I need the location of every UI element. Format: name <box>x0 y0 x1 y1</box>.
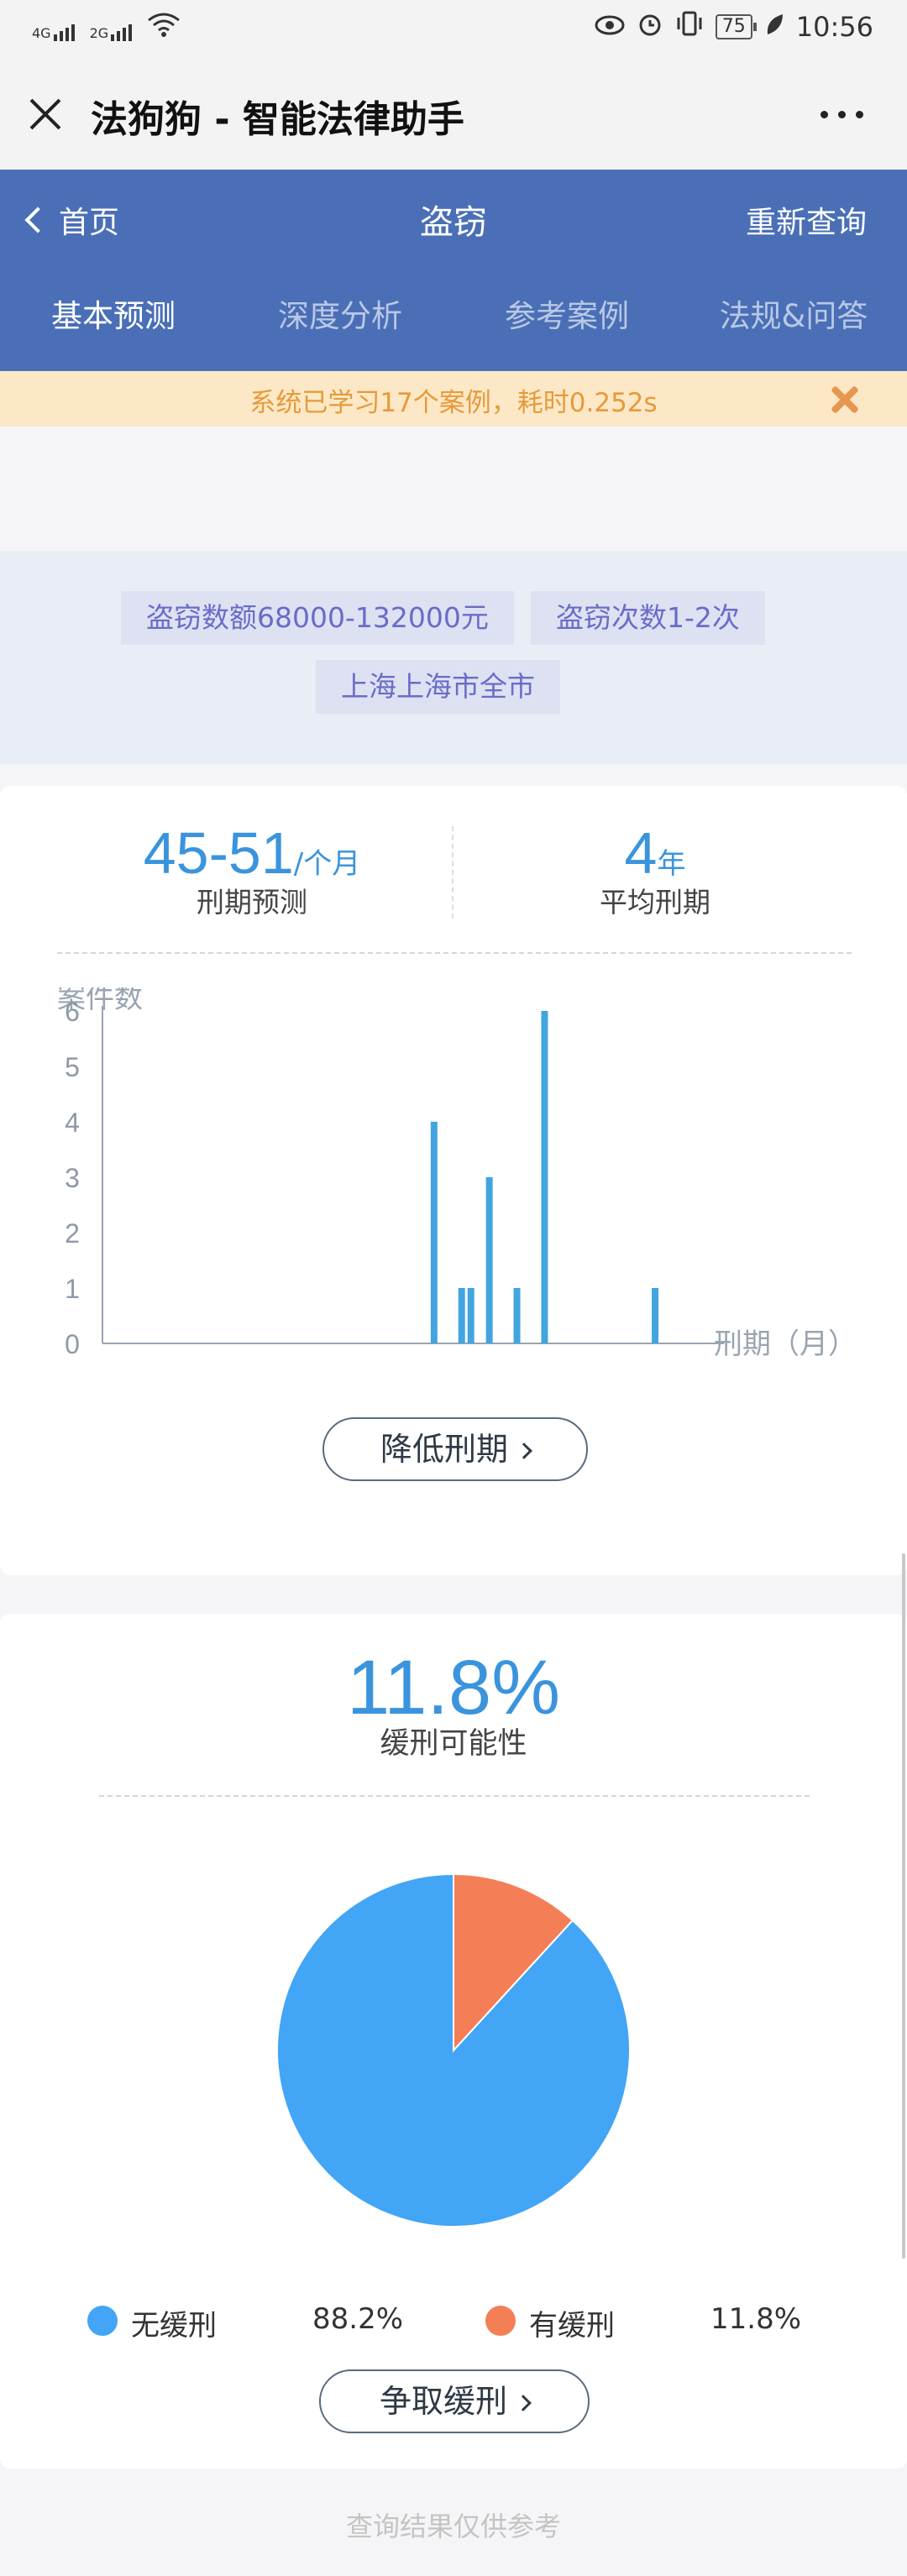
seek-probation-label: 争取缓刑 <box>379 2383 507 2420</box>
footer-disclaimer: 查询结果仅供参考 <box>345 2511 561 2542</box>
x-axis-label: 刑期（月） <box>714 1327 857 1357</box>
leaf-icon <box>764 11 784 43</box>
page-title: 法狗狗 - 智能法律助手 <box>91 98 464 141</box>
seek-probation-button[interactable]: 争取缓刑 <box>319 2369 590 2433</box>
chevron-right-icon <box>515 2395 532 2411</box>
chart-bar <box>485 1177 493 1343</box>
reduce-sentence-button[interactable]: 降低刑期 <box>322 1417 588 1481</box>
close-icon[interactable] <box>25 94 66 134</box>
app-header: 首页 盗窃 重新查询 基本预测 深度分析 参考案例 法规&问答 <box>0 170 907 371</box>
more-dots-icon[interactable] <box>820 111 863 118</box>
tab-deep-analysis[interactable]: 深度分析 <box>278 298 402 334</box>
notice-bar: 系统已学习17个案例，耗时0.252s <box>0 371 907 427</box>
signal-4g-icon: 4G <box>32 24 75 41</box>
y-tick-label: 1 <box>65 1274 80 1304</box>
reduce-sentence-label: 降低刑期 <box>380 1431 508 1468</box>
chart-bar <box>467 1288 474 1343</box>
legend-probation-value: 11.8% <box>710 2302 802 2336</box>
legend-no-probation-value: 88.2% <box>312 2302 404 2336</box>
probation-card: 11.8% 缓刑可能性 无缓刑 88.2% 有缓刑 11.8% 争取缓刑 <box>0 1614 907 2469</box>
chart-bar <box>541 1011 548 1343</box>
dashed-divider <box>99 1795 810 1797</box>
tab-basic-prediction[interactable]: 基本预测 <box>51 298 176 334</box>
y-tick-label: 4 <box>65 1107 80 1138</box>
legend-probation-swatch <box>485 2306 516 2336</box>
tab-bar: 基本预测 深度分析 参考案例 法规&问答 <box>0 287 907 346</box>
legend-no-probation-swatch <box>87 2306 118 2336</box>
status-bar: 4G 2G 75 10:56 <box>0 0 907 59</box>
y-tick-label: 2 <box>65 1218 80 1249</box>
sentence-range-label: 刑期预测 <box>197 886 307 919</box>
pie-slice-probation <box>453 1872 574 2053</box>
tag-count: 盗窃次数1-2次 <box>531 591 765 645</box>
y-tick-label: 0 <box>65 1329 80 1357</box>
avg-sentence-label: 平均刑期 <box>600 886 710 919</box>
eye-icon <box>595 11 625 43</box>
wifi-icon <box>147 12 181 41</box>
signal-2g-icon: 2G <box>90 24 133 41</box>
clock-time: 10:56 <box>795 11 873 43</box>
probation-label: 缓刑可能性 <box>380 1727 527 1761</box>
chart-bar <box>513 1288 521 1343</box>
avg-sentence-value: 4 <box>624 820 658 886</box>
y-axis-label: 案件数 <box>57 987 143 1015</box>
alarm-icon <box>637 10 663 44</box>
avg-sentence-unit: 年 <box>657 847 686 881</box>
tag-region: 上海上海市全市 <box>316 660 560 714</box>
chart-bar <box>430 1122 438 1343</box>
sentence-range-value: 45-51 <box>143 820 294 886</box>
close-notice-icon[interactable] <box>828 383 862 416</box>
header-title: 盗窃 <box>420 203 487 242</box>
tag-amount: 盗窃数额68000-132000元 <box>121 591 514 645</box>
battery-icon: 75 <box>715 14 757 39</box>
sentence-range-unit: /个月 <box>293 847 361 881</box>
y-tick-label: 3 <box>65 1163 80 1193</box>
chart-bar <box>652 1288 659 1343</box>
y-tick-label: 5 <box>65 1052 80 1082</box>
back-label: 首页 <box>59 206 120 240</box>
avg-sentence-stat: 4年 平均刑期 <box>537 819 773 920</box>
probation-percent: 11.8% <box>346 1645 561 1730</box>
scrollbar[interactable] <box>902 1553 905 2259</box>
browser-title-bar: 法狗狗 - 智能法律助手 <box>0 59 907 170</box>
tab-reference-cases[interactable]: 参考案例 <box>505 298 629 334</box>
pie-legend: 无缓刑 88.2% 有缓刑 11.8% <box>0 2297 907 2344</box>
requery-button[interactable]: 重新查询 <box>745 206 867 240</box>
vibrate-icon <box>675 10 704 44</box>
y-tick-label: 6 <box>65 997 80 1027</box>
sentence-distribution-chart: 案件数 0 1 2 3 4 5 6 刑期（月） <box>57 987 857 1357</box>
signal-indicators: 4G 2G <box>32 12 181 41</box>
notice-text: 系统已学习17个案例，耗时0.252s <box>249 388 658 418</box>
sentence-card: 45-51/个月 刑期预测 4年 平均刑期 案件数 0 1 2 3 4 5 6 刑期（月） 降低… <box>0 786 907 1575</box>
sentence-range-stat: 45-51/个月 刑期预测 <box>109 819 395 920</box>
tab-laws-qa[interactable]: 法规&问答 <box>719 298 868 334</box>
chevron-right-icon <box>516 1442 532 1459</box>
back-button[interactable]: 首页 <box>24 198 119 242</box>
query-tags: 盗窃数额68000-132000元 盗窃次数1-2次 上海上海市全市 <box>0 551 907 764</box>
legend-no-probation-label: 无缓刑 <box>131 2309 217 2343</box>
dashed-divider <box>57 952 852 954</box>
stat-divider <box>452 826 454 919</box>
probation-pie-chart <box>276 1872 631 2228</box>
chart-bar <box>458 1288 465 1343</box>
legend-probation-label: 有缓刑 <box>529 2309 615 2343</box>
